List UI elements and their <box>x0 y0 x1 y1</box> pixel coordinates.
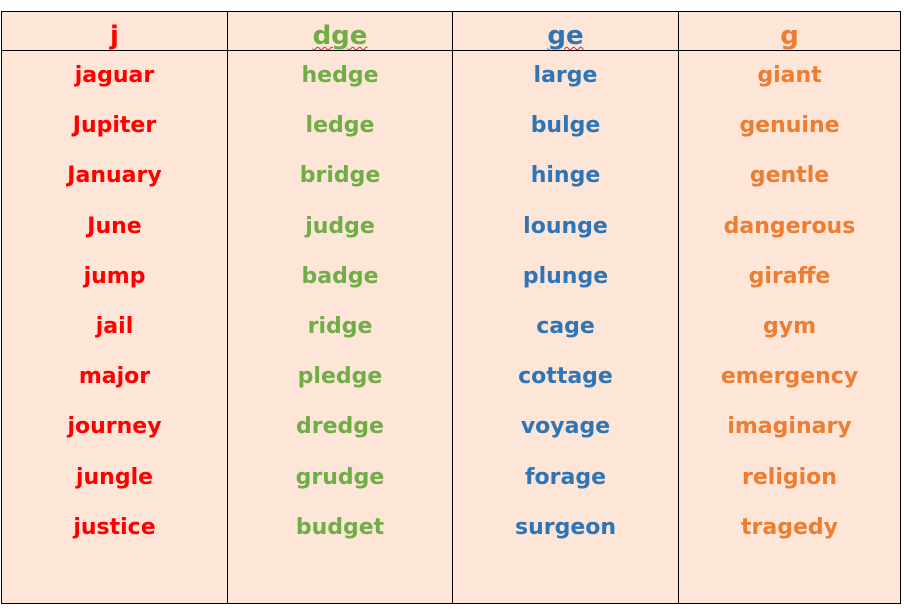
word: bulge <box>530 113 601 139</box>
heading-text: g <box>780 21 799 51</box>
column-j: j jaguar Jupiter January June jump jail … <box>2 12 227 603</box>
word: jungle <box>75 464 154 490</box>
word: jaguar <box>74 63 155 88</box>
word: gentle <box>749 163 830 189</box>
word: major <box>78 364 151 390</box>
word: cage <box>536 313 595 339</box>
word: large <box>533 63 598 88</box>
word: lounge <box>523 213 608 239</box>
column-dge: dge hedge ledge bridge judge badge ridge… <box>227 12 452 603</box>
word: tragedy <box>741 514 838 540</box>
word: hedge <box>301 63 379 88</box>
word: hinge <box>530 163 601 189</box>
word: plunge <box>522 263 609 289</box>
word: justice <box>73 514 156 540</box>
word: dangerous <box>723 213 856 239</box>
word-list: giant genuine gentle dangerous giraffe g… <box>679 51 900 559</box>
word: giant <box>757 63 822 88</box>
word: religion <box>742 464 837 490</box>
column-ge: ge large bulge hinge lounge plunge cage … <box>452 12 678 603</box>
heading-text: ge <box>547 21 584 51</box>
word: ridge <box>307 313 373 339</box>
word: pledge <box>297 364 383 390</box>
word: cottage <box>518 364 613 390</box>
word: jail <box>95 313 134 339</box>
word: dredge <box>296 414 384 440</box>
spelling-table: j jaguar Jupiter January June jump jail … <box>1 11 901 604</box>
word: badge <box>301 263 379 289</box>
heading-text: dge <box>312 21 368 51</box>
heading-text: j <box>110 21 119 51</box>
column-heading: g <box>679 12 900 51</box>
column-heading: dge <box>228 12 452 51</box>
word: surgeon <box>514 514 617 540</box>
word: Jupiter <box>72 113 157 139</box>
word-list: hedge ledge bridge judge badge ridge ple… <box>228 51 452 559</box>
word: gym <box>762 313 816 339</box>
word: forage <box>524 464 607 490</box>
column-g: g giant genuine gentle dangerous giraffe… <box>678 12 900 603</box>
word-list: large bulge hinge lounge plunge cage cot… <box>453 51 678 559</box>
column-heading: j <box>2 12 227 51</box>
word: voyage <box>520 414 611 440</box>
word: emergency <box>720 364 859 390</box>
word: grudge <box>295 464 385 490</box>
word: bridge <box>299 163 381 189</box>
word: January <box>67 163 162 189</box>
word-list: jaguar Jupiter January June jump jail ma… <box>2 51 227 559</box>
word: jump <box>83 263 146 289</box>
column-heading: ge <box>453 12 678 51</box>
word: genuine <box>739 113 840 139</box>
word: giraffe <box>748 263 831 289</box>
word: journey <box>67 414 162 440</box>
word: budget <box>295 514 385 540</box>
word: June <box>87 213 142 239</box>
word: ledge <box>305 113 375 139</box>
word: judge <box>305 213 375 239</box>
word: imaginary <box>727 414 852 440</box>
